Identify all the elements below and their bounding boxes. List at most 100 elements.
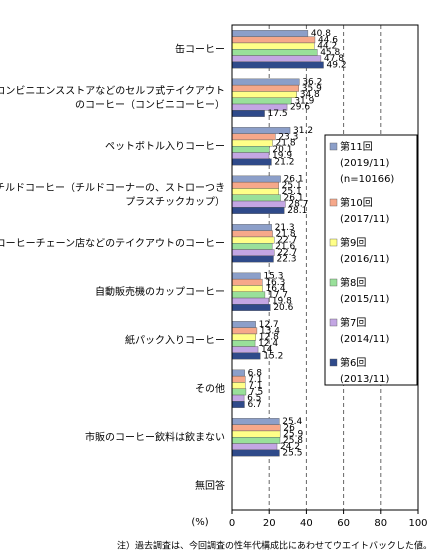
value-label: 17.5: [268, 109, 288, 119]
value-label: 40.8: [311, 29, 331, 39]
bar: [231, 346, 259, 354]
bar: [231, 382, 246, 389]
bar: [231, 133, 276, 141]
bar: [231, 255, 274, 263]
legend-box: [324, 134, 418, 386]
bar: [231, 188, 279, 195]
bar: [231, 30, 309, 37]
legend-label: 第7回: [340, 316, 366, 329]
value-label: 25.1: [282, 187, 302, 197]
unit-label: (%): [191, 517, 208, 528]
value-label: 25.1: [282, 181, 302, 191]
value-label: 25.8: [283, 436, 303, 446]
x-tick-label: 20: [263, 518, 276, 529]
legend-swatch: [329, 142, 338, 151]
bar: [231, 304, 271, 311]
value-label: 49.2: [327, 61, 347, 71]
value-label: 7.5: [249, 387, 263, 397]
bar: [231, 430, 281, 438]
value-label: 35.9: [302, 84, 322, 94]
legend-label: 第10回: [340, 196, 373, 209]
y-tick-label: チルドコーヒー（チルドコーナーの、ストローつき: [0, 182, 225, 194]
bar: [231, 207, 285, 214]
value-label: 28.7: [288, 200, 308, 210]
value-label: 14: [261, 345, 273, 355]
bar: [231, 230, 273, 238]
value-label: 44.2: [317, 42, 337, 52]
value-label: 17.7: [268, 290, 288, 300]
legend-swatch: [329, 198, 338, 207]
y-tick-label: その他: [195, 382, 225, 395]
value-label: 22.7: [277, 248, 297, 258]
value-label: 22.7: [277, 236, 297, 246]
legend-label: 第9回: [340, 236, 366, 249]
bar: [231, 352, 261, 360]
value-label: 19.8: [272, 297, 292, 307]
bar: [231, 278, 263, 286]
value-label: 6.8: [248, 369, 263, 379]
bar: [231, 139, 273, 147]
value-label: 15.2: [263, 352, 283, 362]
x-tick-label: 100: [408, 518, 427, 529]
bar: [231, 84, 299, 92]
bar: [231, 443, 278, 451]
value-label: 12.7: [259, 320, 279, 330]
bar: [231, 152, 270, 160]
bar: [231, 97, 292, 105]
value-label: 16.4: [266, 284, 286, 294]
legend-date: (2015/11): [340, 294, 389, 305]
bar: [231, 449, 280, 457]
value-label: 31.9: [294, 96, 314, 106]
value-label: 16.3: [265, 278, 285, 288]
bar: [231, 181, 279, 189]
legend-n: (n=10166): [340, 174, 394, 185]
bar: [231, 146, 270, 153]
bar: [231, 285, 263, 292]
value-label: 12.8: [259, 333, 279, 343]
bar: [231, 200, 286, 208]
legend-date: (2013/11): [340, 374, 389, 385]
bar: [231, 272, 261, 280]
value-label: 44.6: [318, 35, 338, 45]
value-label: 28.1: [287, 206, 307, 216]
value-label: 21.3: [275, 223, 295, 233]
bar: [231, 49, 318, 56]
bar: [231, 394, 245, 402]
x-tick-label: 60: [337, 518, 350, 529]
value-label: 23.3: [278, 132, 298, 142]
legend-label: 第6回: [340, 356, 366, 369]
value-label: 26: [283, 423, 295, 433]
value-label: 26.1: [284, 175, 304, 185]
value-label: 21.2: [274, 158, 294, 168]
legend-date: (2016/11): [340, 254, 389, 265]
value-label: 25.9: [283, 430, 303, 440]
y-tick-label: 紙パック入りコーヒー: [125, 333, 225, 346]
y-tick-label: プラスチックカップ）: [125, 196, 225, 208]
y-tick-label: 自動販売機のカップコーヒー: [95, 285, 225, 298]
x-tick-label: 0: [229, 518, 235, 529]
value-label: 20.6: [273, 303, 293, 313]
value-label: 12.4: [258, 339, 278, 349]
bar: [231, 418, 280, 425]
plot-frame: [231, 24, 419, 511]
value-label: 7.1: [248, 381, 262, 391]
value-label: 21.8: [276, 139, 296, 149]
bar: [231, 340, 256, 347]
value-label: 29.6: [290, 103, 310, 113]
x-tick-label: 40: [300, 518, 313, 529]
y-tick-label: のコーヒー（コンビニコーヒー）: [75, 99, 225, 111]
bar: [231, 333, 257, 341]
legend-date: (2017/11): [340, 214, 389, 225]
bar: [231, 236, 275, 244]
legend-label: 第11回: [340, 140, 373, 153]
bar: [231, 91, 297, 98]
value-label: 13.4: [260, 326, 280, 336]
legend-date: (2019/11): [340, 158, 389, 169]
y-tick-label: コンビニエンスストアなどのセルフ式テイクアウト: [0, 84, 225, 97]
value-label: 21.8: [276, 229, 296, 239]
value-label: 31.2: [293, 126, 313, 136]
bars: [231, 30, 324, 457]
value-label: 25.4: [282, 417, 302, 427]
bar: [231, 297, 270, 305]
